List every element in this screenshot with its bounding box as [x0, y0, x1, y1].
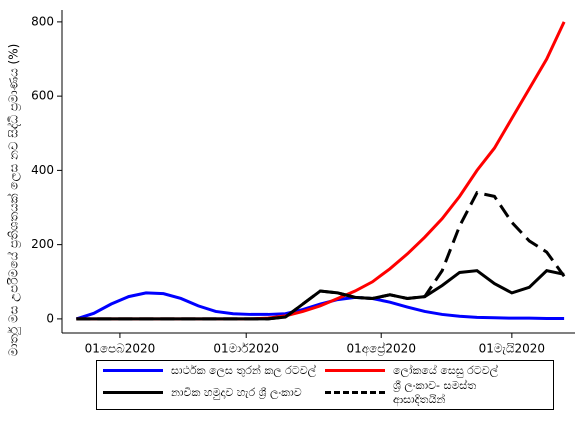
- legend-swatch: [325, 391, 385, 394]
- line: [76, 190, 566, 321]
- line: [76, 268, 565, 321]
- y-tick-label: 800: [31, 14, 54, 28]
- legend: සාර්ථක ලෙස තුරන් කල රටවල් ලෝකයේ සෙසු රටවල…: [96, 360, 554, 410]
- y-axis-label: මාර්තු මස උපරිමයේ ප්‍රතිශතයක් ලෙස නව සිද…: [6, 44, 21, 357]
- y-tick-label: 200: [31, 237, 54, 251]
- y-tick-label: 400: [31, 163, 54, 177]
- legend-swatch: [103, 369, 163, 372]
- x-tick-label: 01මැයි2020: [479, 342, 545, 356]
- legend-swatch: [325, 369, 385, 372]
- x-tick-label: 01අප්‍රේ2020: [346, 341, 416, 356]
- legend-label: ශ්‍රී ලංකාව- සමස්ත ආසාදිතයින්: [393, 378, 477, 406]
- y-tick-label: 600: [31, 89, 54, 103]
- legend-swatch: [103, 391, 163, 394]
- legend-item: නාවික හමුදාව හැර ශ්‍රී ලංකාව: [103, 386, 325, 400]
- legend-label: ලෝකයේ සෙසු රටවල්: [393, 363, 498, 377]
- legend-item: ලෝකයේ සෙසු රටවල්: [325, 364, 547, 378]
- legend-label: සාර්ථක ලෙස තුරන් කල රටවල්: [171, 363, 317, 377]
- x-tick-label: 01පෙබ2020: [85, 342, 156, 356]
- line: [75, 291, 565, 321]
- legend-label: නාවික හමුදාව හැර ශ්‍රී ලංකාව: [171, 385, 302, 399]
- x-tick-label: 01මාර්2020: [213, 342, 279, 356]
- y-tick-label: 0: [46, 311, 54, 325]
- line: [76, 21, 566, 321]
- legend-item: ශ්‍රී ලංකාව- සමස්ත ආසාදිතයින්: [325, 379, 547, 407]
- legend-item: සාර්ථක ලෙස තුරන් කල රටවල්: [103, 364, 325, 378]
